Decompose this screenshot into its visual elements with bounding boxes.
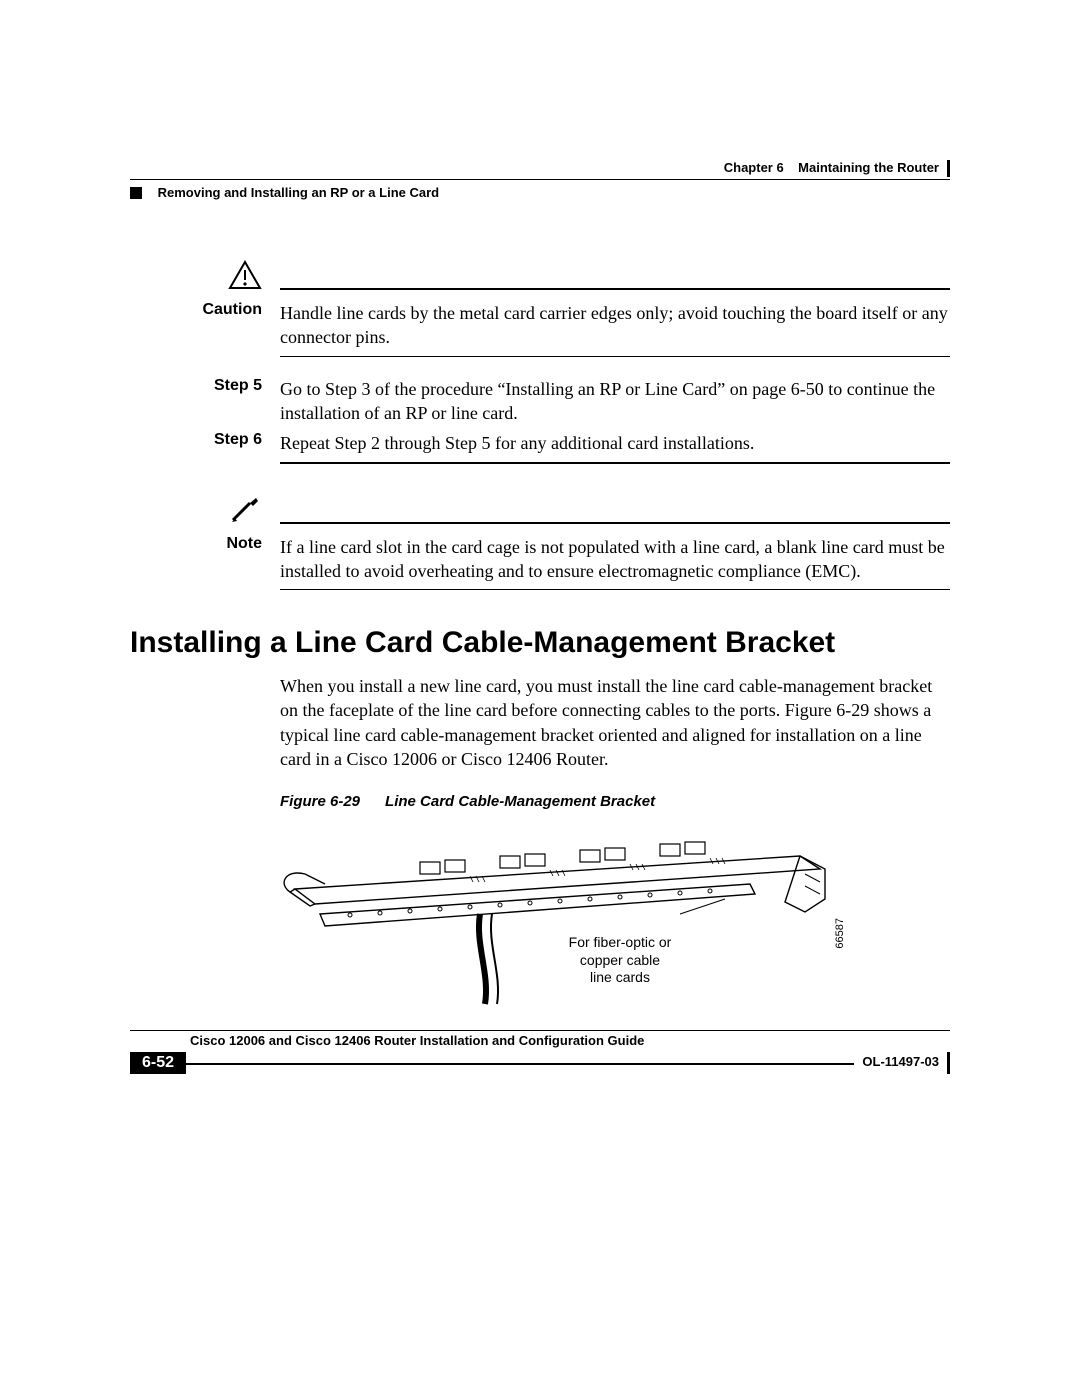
chapter-label: Chapter 6 — [724, 160, 784, 175]
page-body: Chapter 6 Maintaining the Router Removin… — [130, 160, 950, 1014]
figure-callout: For fiber-optic or copper cable line car… — [550, 934, 690, 987]
note-row: Note If a line card slot in the card cag… — [130, 535, 950, 584]
caution-icon-row — [130, 260, 950, 295]
step-5-row: Step 5 Go to Step 3 of the procedure “In… — [130, 377, 950, 426]
step-5-text: Go to Step 3 of the procedure “Installin… — [280, 377, 950, 426]
step-5-label: Step 5 — [130, 377, 280, 426]
steps-end-rule — [130, 462, 950, 464]
step-6-label: Step 6 — [130, 431, 280, 455]
figure-number: Figure 6-29 — [280, 793, 360, 810]
header-bullet-icon — [130, 187, 142, 199]
running-head-right: Chapter 6 Maintaining the Router — [130, 160, 950, 177]
figure-6-29: For fiber-optic or copper cable line car… — [280, 814, 840, 1014]
caution-end-rule — [130, 356, 950, 357]
footer-doc-number: OL-11497-03 — [854, 1052, 950, 1074]
note-label: Note — [130, 535, 280, 584]
caution-row: Caution Handle line cards by the metal c… — [130, 301, 950, 350]
note-icon-row — [130, 496, 950, 529]
section-heading: Installing a Line Card Cable-Management … — [130, 626, 950, 660]
section-breadcrumb: Removing and Installing an RP or a Line … — [158, 185, 439, 200]
step-6-text: Repeat Step 2 through Step 5 for any add… — [280, 431, 950, 455]
intro-paragraph: When you install a new line card, you mu… — [280, 674, 950, 771]
running-head-left: Removing and Installing an RP or a Line … — [130, 180, 950, 200]
chapter-title: Maintaining the Router — [798, 160, 939, 175]
note-pencil-icon — [130, 496, 280, 529]
figure-callout-l3: line cards — [590, 969, 650, 985]
figure-callout-l2: copper cable — [580, 952, 660, 968]
caution-label: Caution — [130, 301, 280, 350]
figure-art-number: 66587 — [834, 918, 846, 949]
footer-guide-title: Cisco 12006 and Cisco 12406 Router Insta… — [130, 1033, 950, 1048]
footer-page-number: 6-52 — [130, 1052, 186, 1074]
content-column: Caution Handle line cards by the metal c… — [130, 260, 950, 1014]
footer-rule — [186, 1063, 854, 1074]
caution-triangle-icon — [130, 260, 280, 295]
caution-text: Handle line cards by the metal card carr… — [280, 301, 950, 350]
figure-title: Line Card Cable-Management Bracket — [385, 793, 655, 810]
figure-callout-l1: For fiber-optic or — [569, 934, 672, 950]
note-text: If a line card slot in the card cage is … — [280, 535, 950, 584]
figure-caption: Figure 6-29 Line Card Cable-Management B… — [280, 793, 950, 810]
page-footer: Cisco 12006 and Cisco 12406 Router Insta… — [130, 1030, 950, 1074]
intro-paragraph-row: When you install a new line card, you mu… — [130, 674, 950, 771]
step-6-row: Step 6 Repeat Step 2 through Step 5 for … — [130, 431, 950, 455]
note-end-rule — [130, 589, 950, 590]
